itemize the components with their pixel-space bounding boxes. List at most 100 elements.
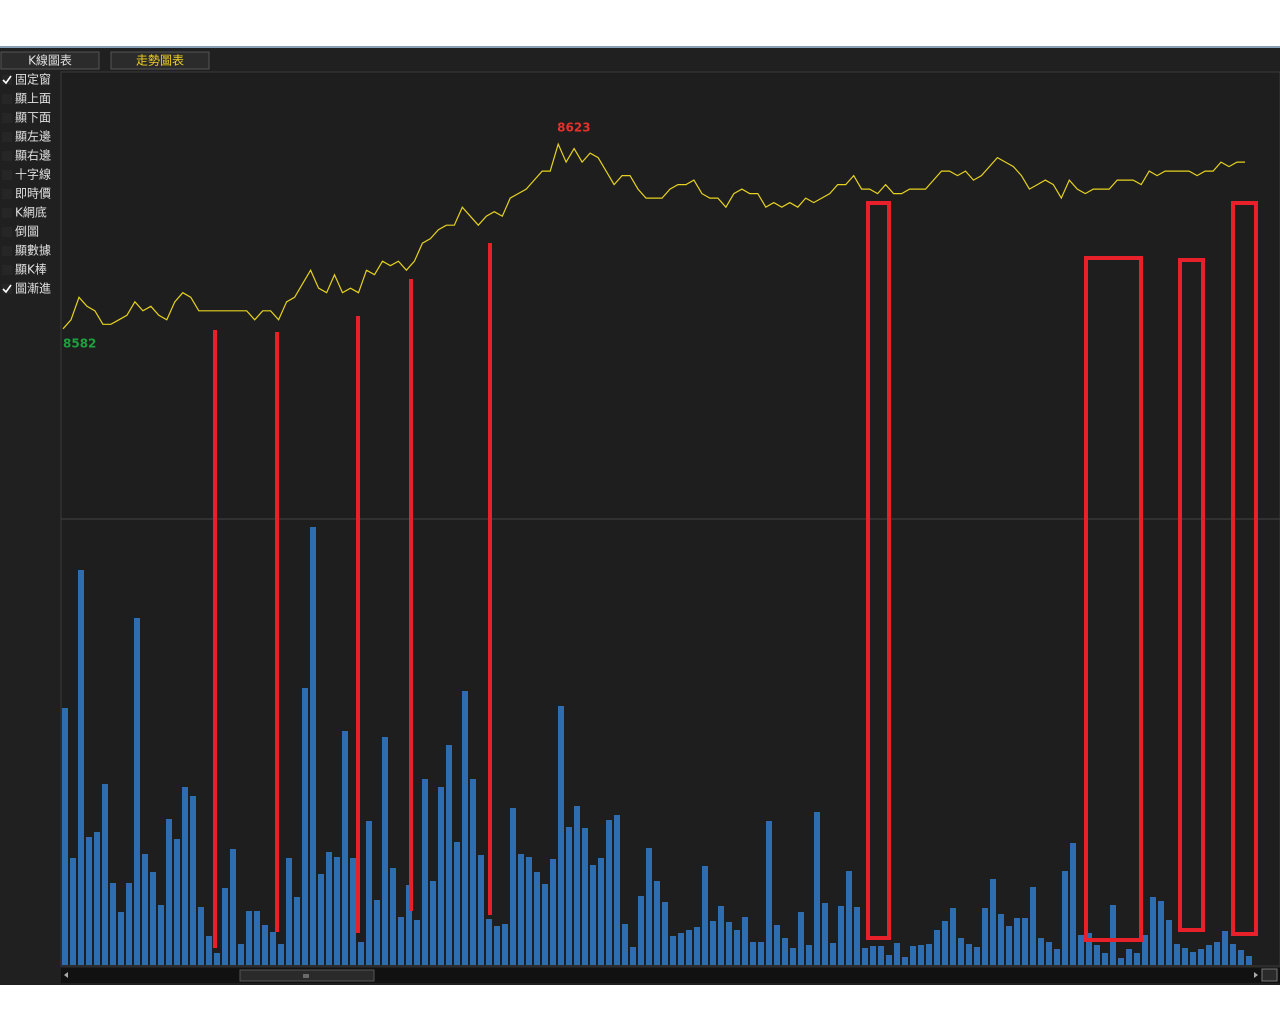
option-label[interactable]: 顯上面 (15, 92, 51, 106)
option-label[interactable]: K網底 (15, 205, 47, 220)
volume-bar (622, 924, 628, 965)
volume-bar (350, 858, 356, 965)
volume-bar (862, 948, 868, 965)
volume-bar (454, 842, 460, 965)
volume-bar (1142, 935, 1148, 965)
option-label[interactable]: 十字線 (15, 167, 51, 182)
option-label[interactable]: 顯下面 (15, 111, 51, 125)
scroll-right[interactable] (1254, 972, 1258, 978)
volume-bar (134, 618, 140, 965)
volume-bar (398, 917, 404, 965)
volume-bar (1062, 871, 1068, 965)
checkbox[interactable] (2, 246, 12, 256)
volume-bar (294, 897, 300, 965)
volume-bar (518, 854, 524, 965)
scroll-left[interactable] (64, 972, 68, 978)
checkbox[interactable] (2, 208, 12, 218)
annotation-box (1084, 256, 1143, 942)
volume-bar (158, 905, 164, 965)
volume-bar (230, 849, 236, 965)
option-label[interactable]: 即時價 (15, 187, 51, 201)
tab-label[interactable]: 走勢圖表 (136, 53, 184, 68)
volume-bar (174, 839, 180, 965)
volume-bar (342, 731, 348, 965)
volume-bar (382, 737, 388, 965)
option-label[interactable]: 固定窗 (15, 72, 51, 87)
volume-bar (1230, 944, 1236, 965)
volume-bar (1030, 887, 1036, 965)
option-label[interactable]: 顯右邊 (15, 148, 51, 163)
option-label[interactable]: 顯數據 (15, 244, 51, 258)
volume-bar (118, 912, 124, 965)
checkbox[interactable] (2, 75, 12, 85)
checkbox[interactable] (2, 284, 12, 294)
volume-bar (582, 828, 588, 965)
option-label[interactable]: 倒圖 (15, 225, 39, 239)
tab[interactable] (110, 51, 210, 70)
volume-bar (726, 922, 732, 965)
volume-bar (702, 866, 708, 965)
volume-bar (438, 787, 444, 965)
volume-bar (1046, 942, 1052, 965)
volume-bar (1190, 952, 1196, 965)
volume-bar (838, 906, 844, 965)
checkbox[interactable] (2, 94, 12, 104)
scroll-grip (303, 974, 309, 978)
volume-bar (1118, 958, 1124, 965)
volume-bar (822, 903, 828, 965)
scroll-thumb[interactable] (239, 969, 375, 982)
checkbox[interactable] (2, 227, 12, 237)
volume-bar (1022, 918, 1028, 965)
volume-bar (1206, 945, 1212, 965)
scroll-end-button[interactable] (1261, 968, 1278, 982)
volume-bar (190, 796, 196, 965)
volume-bar (1166, 920, 1172, 965)
volume-bar (142, 854, 148, 965)
volume-bar (238, 944, 244, 965)
volume-bar (478, 855, 484, 965)
volume-bar (310, 527, 316, 965)
volume-bar (846, 871, 852, 965)
checkbox[interactable] (2, 189, 12, 199)
volume-bar (830, 943, 836, 965)
checkbox[interactable] (2, 170, 12, 180)
volume-bar (934, 930, 940, 965)
volume-bar (710, 921, 716, 965)
checkbox[interactable] (2, 132, 12, 142)
volume-bar (414, 920, 420, 965)
checkbox[interactable] (2, 113, 12, 123)
volume-bar (1086, 933, 1092, 965)
volume-bar (542, 884, 548, 965)
volume-bar (790, 948, 796, 965)
tab[interactable] (0, 51, 100, 70)
low-label: 8582 (63, 336, 96, 350)
volume-bar (670, 936, 676, 965)
volume-bar (86, 837, 92, 965)
checkbox[interactable] (2, 265, 12, 275)
volume-bar (606, 820, 612, 965)
volume-bar (750, 942, 756, 965)
option-label[interactable]: 圖漸進 (15, 282, 51, 296)
volume-bar (1182, 948, 1188, 965)
volume-bar (1006, 926, 1012, 965)
volume-bar (206, 936, 212, 965)
volume-bar (318, 874, 324, 965)
option-label[interactable]: 顯K棒 (15, 263, 47, 277)
checkbox[interactable] (2, 151, 12, 161)
volume-bar (966, 944, 972, 965)
volume-bar (286, 858, 292, 965)
option-label[interactable]: 顯左邊 (15, 129, 51, 144)
volume-bar (886, 955, 892, 965)
volume-bar (470, 779, 476, 965)
annotation-box (1178, 258, 1205, 932)
volume-bar (998, 914, 1004, 965)
volume-bar (1102, 953, 1108, 965)
volume-bar (782, 938, 788, 965)
volume-bar (1054, 949, 1060, 965)
price-line (62, 142, 1245, 330)
volume-bar (430, 881, 436, 965)
volume-bar (854, 907, 860, 965)
volume-bar (1158, 901, 1164, 965)
tab-label[interactable]: K線圖表 (28, 53, 72, 68)
